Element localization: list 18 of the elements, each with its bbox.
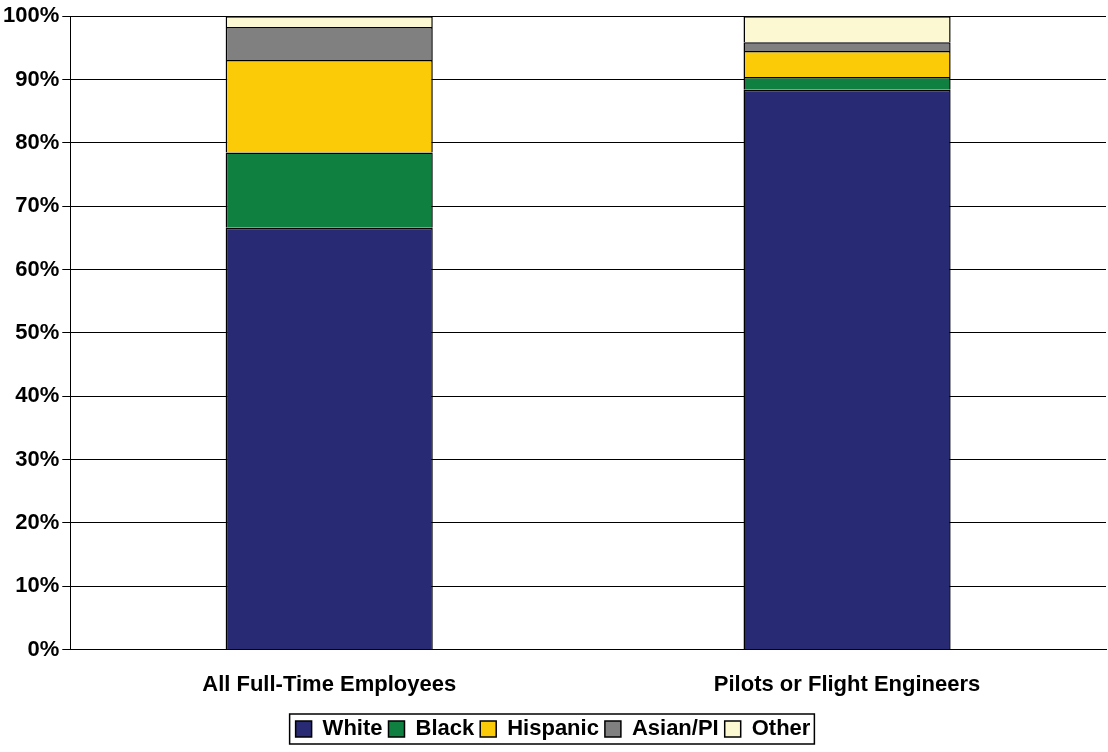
y-tick-label: 80% — [15, 128, 60, 154]
y-tick-label: 40% — [15, 382, 60, 408]
y-tick-label: 0% — [27, 635, 60, 661]
y-tick-label: 20% — [15, 508, 60, 534]
y-tick-label: 50% — [15, 318, 60, 344]
legend-label: Hispanic — [507, 715, 599, 741]
x-tick-label: All Full-Time Employees — [202, 670, 457, 696]
y-tick-label: 60% — [15, 255, 60, 281]
legend-label: Other — [751, 715, 811, 741]
legend-label: Black — [415, 715, 475, 741]
x-tick-label: Pilots or Flight Engineers — [713, 670, 981, 696]
y-tick-label: 30% — [15, 445, 60, 471]
y-tick-label: 70% — [15, 192, 60, 218]
legend-label: Asian/PI — [631, 715, 719, 741]
y-tick-label: 90% — [15, 65, 60, 91]
legend-label: White — [322, 715, 383, 741]
y-tick-label: 100% — [2, 2, 60, 28]
y-tick-label: 10% — [15, 572, 60, 598]
